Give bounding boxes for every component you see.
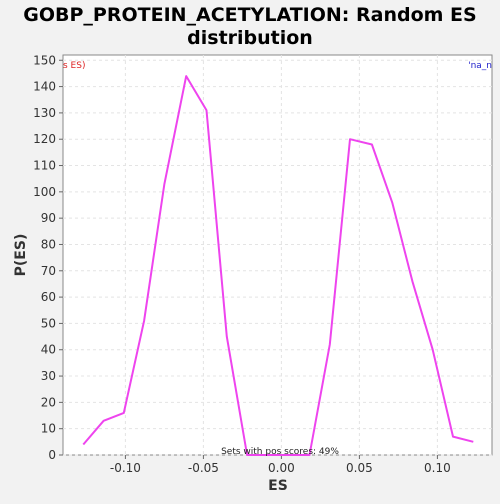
chart-title-line-1: GOBP_PROTEIN_ACETYLATION: Random ES xyxy=(23,4,476,26)
plot-area xyxy=(62,54,493,456)
y-tick-label: 50 xyxy=(41,316,56,330)
y-tick-label: 110 xyxy=(33,159,56,173)
y-tick-label: 30 xyxy=(41,369,56,383)
x-axis-label: ES xyxy=(268,478,288,494)
grid xyxy=(63,55,492,456)
y-tick-label: 0 xyxy=(48,448,56,462)
legend-right-text: 'na_n xyxy=(468,61,492,71)
y-tick-label: 70 xyxy=(41,264,56,278)
x-tick-label: -0.05 xyxy=(188,461,219,475)
series-layer xyxy=(82,75,474,456)
axes: 0 10 20 30 40 50 60 70 80 90 100 110 120 130 140 150 -0.… xyxy=(33,53,451,475)
x-tick-label: 0.05 xyxy=(346,461,373,475)
y-tick-label: 90 xyxy=(41,211,56,225)
y-tick-label: 120 xyxy=(33,132,56,146)
x-tick-label: 0.00 xyxy=(268,461,295,475)
y-tick-label: 60 xyxy=(41,290,56,304)
y-tick-label: 140 xyxy=(33,80,56,94)
y-tick-label: 80 xyxy=(41,237,56,251)
series-line xyxy=(82,75,474,456)
y-axis-label: P(ES) xyxy=(13,234,29,277)
x-tick-label: -0.10 xyxy=(110,461,141,475)
y-tick-label: 150 xyxy=(33,53,56,67)
y-tick-label: 130 xyxy=(33,106,56,120)
x-tick-label: 0.10 xyxy=(424,461,451,475)
y-tick-label: 20 xyxy=(41,395,56,409)
y-tick-label: 40 xyxy=(41,343,56,357)
y-tick-label: 10 xyxy=(41,422,56,436)
chart-title-line-2: distribution xyxy=(187,27,313,49)
y-tick-label: 100 xyxy=(33,185,56,199)
legend-left-text: s ES) xyxy=(63,61,85,71)
pos-scores-annotation: Sets with pos scores: 49% xyxy=(221,447,339,457)
